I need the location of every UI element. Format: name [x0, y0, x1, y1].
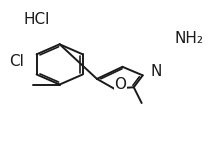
Text: Cl: Cl — [10, 54, 24, 69]
Text: NH₂: NH₂ — [175, 31, 204, 46]
Text: HCl: HCl — [23, 12, 49, 27]
Text: N: N — [151, 64, 162, 79]
Text: O: O — [114, 77, 126, 92]
